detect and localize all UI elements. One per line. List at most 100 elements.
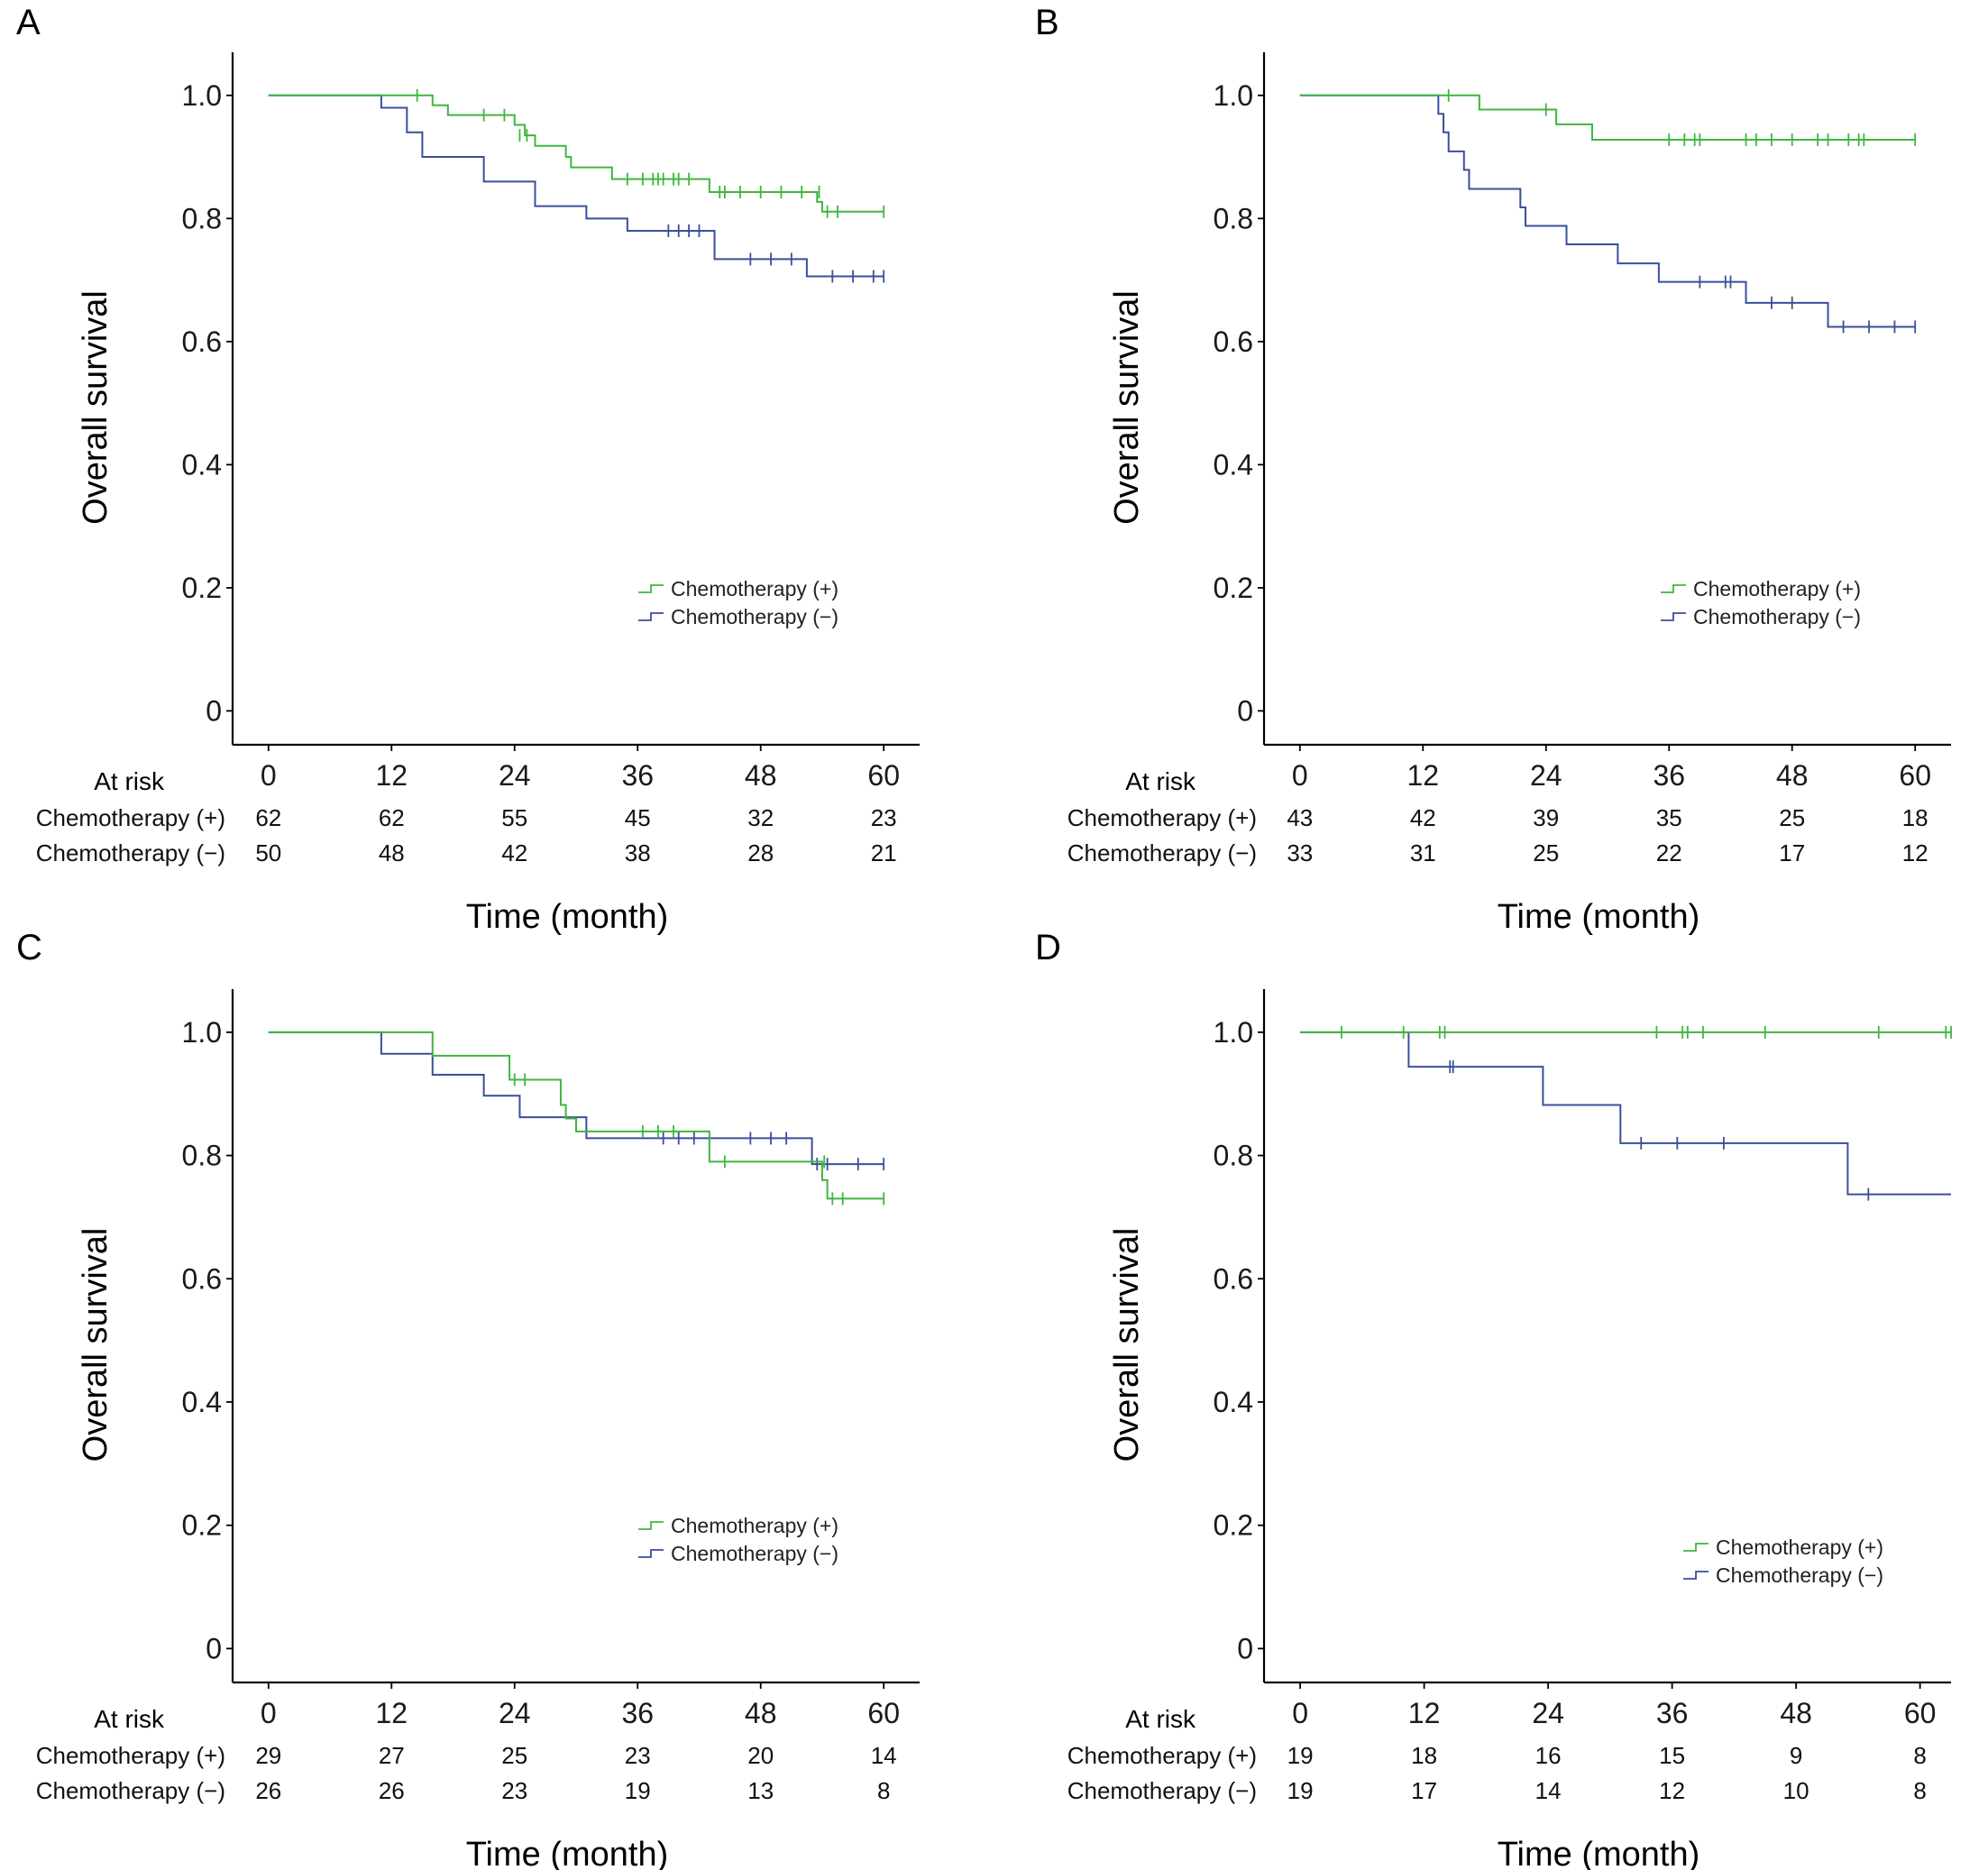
at-risk-count-chemo-plus: 25 [501, 1742, 527, 1769]
x-tick-label: 0 [1292, 1697, 1308, 1729]
x-tick-label: 12 [1406, 759, 1439, 792]
at-risk-title: At risk [94, 1705, 165, 1733]
legend-label-chemo-minus: Chemotherapy (−) [1716, 1563, 1883, 1587]
x-tick-label: 12 [375, 759, 408, 792]
at-risk-count-chemo-plus: 8 [1913, 1742, 1926, 1769]
y-axis-title: Overall survival [77, 1228, 115, 1462]
at-risk-row-label-chemo-plus: Chemotherapy (+) [1067, 804, 1257, 831]
x-axis-title: Time (month) [1498, 1836, 1700, 1870]
x-tick-label: 24 [1532, 1697, 1564, 1729]
at-risk-count-chemo-plus: 27 [379, 1742, 405, 1769]
at-risk-count-chemo-minus: 19 [1287, 1777, 1314, 1804]
legend-label-chemo-minus: Chemotherapy (−) [671, 605, 838, 628]
at-risk-count-chemo-plus: 55 [501, 804, 527, 831]
legend-swatch-chemo-minus [1661, 612, 1686, 621]
at-risk-count-chemo-plus: 62 [255, 804, 281, 831]
y-tick-label: 0.4 [1214, 1386, 1253, 1418]
legend: Chemotherapy (+) Chemotherapy (−) [638, 1514, 838, 1565]
x-tick-label: 12 [375, 1697, 408, 1729]
legend-label-chemo-plus: Chemotherapy (+) [671, 577, 838, 600]
survival-curve-chemo-plus [268, 1031, 884, 1200]
panel-c: C 0 0.2 0.4 0.6 0.8 1.0 Overall survival 0 12 24 36… [16, 928, 920, 1870]
y-tick-label: 0.8 [182, 1140, 222, 1172]
survival-curve-chemo-minus [268, 1031, 884, 1166]
at-risk-count-chemo-plus: 18 [1902, 804, 1928, 831]
at-risk-count-chemo-plus: 20 [747, 1742, 774, 1769]
legend-label-chemo-plus: Chemotherapy (+) [1693, 577, 1861, 600]
at-risk-count-chemo-plus: 19 [1287, 1742, 1314, 1769]
legend-label-chemo-minus: Chemotherapy (−) [671, 1542, 838, 1565]
at-risk-count-chemo-minus: 50 [255, 839, 281, 866]
legend-swatch-chemo-plus [1683, 1543, 1709, 1552]
x-tick-label: 48 [1776, 759, 1809, 792]
at-risk-count-chemo-plus: 23 [871, 804, 897, 831]
x-axis-title: Time (month) [466, 898, 669, 936]
at-risk-count-chemo-plus: 39 [1533, 804, 1559, 831]
legend-swatch-chemo-plus [1661, 584, 1686, 593]
at-risk-count-chemo-minus: 28 [747, 839, 774, 866]
y-tick-label: 1.0 [182, 1016, 222, 1049]
at-risk-count-chemo-minus: 8 [1913, 1777, 1926, 1804]
at-risk-count-chemo-minus: 23 [501, 1777, 527, 1804]
x-tick-label: 36 [621, 1697, 654, 1729]
at-risk-count-chemo-minus: 42 [501, 839, 527, 866]
at-risk-count-chemo-plus: 16 [1535, 1742, 1562, 1769]
survival-curve-chemo-minus [1300, 1031, 1951, 1196]
at-risk-count-chemo-plus: 29 [255, 1742, 281, 1769]
at-risk-count-chemo-minus: 12 [1659, 1777, 1685, 1804]
at-risk-title: At risk [1125, 767, 1196, 795]
at-risk-row-label-chemo-minus: Chemotherapy (−) [36, 1777, 225, 1804]
at-risk-count-chemo-plus: 9 [1790, 1742, 1802, 1769]
x-tick-label: 60 [867, 1697, 900, 1729]
x-tick-label: 24 [1530, 759, 1562, 792]
panel-letter: C [16, 928, 42, 967]
x-axis-title: Time (month) [1498, 898, 1700, 936]
y-axis-title: Overall survival [77, 290, 115, 525]
y-tick-label: 0.2 [182, 572, 222, 604]
at-risk-count-chemo-minus: 19 [625, 1777, 651, 1804]
legend-label-chemo-plus: Chemotherapy (+) [1716, 1535, 1883, 1559]
at-risk-count-chemo-minus: 33 [1287, 839, 1313, 866]
y-axis-title: Overall survival [1108, 290, 1146, 525]
at-risk-title: At risk [94, 767, 165, 795]
panel-a: A 0 0.2 0.4 0.6 0.8 1.0 Overall survival 0 12 24 36… [16, 3, 920, 936]
legend-label-chemo-plus: Chemotherapy (+) [671, 1514, 838, 1537]
x-tick-label: 36 [1656, 1697, 1689, 1729]
y-tick-label: 1.0 [1214, 1016, 1253, 1049]
at-risk-count-chemo-minus: 13 [747, 1777, 774, 1804]
y-tick-label: 0.6 [1214, 325, 1253, 358]
at-risk-count-chemo-minus: 14 [1535, 1777, 1562, 1804]
at-risk-row-label-chemo-minus: Chemotherapy (−) [1067, 1777, 1257, 1804]
at-risk-count-chemo-plus: 43 [1287, 804, 1313, 831]
x-tick-label: 36 [621, 759, 654, 792]
at-risk-count-chemo-plus: 15 [1659, 1742, 1685, 1769]
at-risk-row-label-chemo-plus: Chemotherapy (+) [36, 1742, 225, 1769]
y-tick-label: 0 [1237, 694, 1253, 727]
legend-swatch-chemo-plus [638, 1521, 664, 1530]
survival-curve-chemo-plus [268, 94, 884, 213]
at-risk-count-chemo-minus: 25 [1533, 839, 1559, 866]
y-tick-label: 0 [1237, 1632, 1253, 1664]
at-risk-count-chemo-plus: 32 [747, 804, 774, 831]
at-risk-count-chemo-minus: 21 [871, 839, 897, 866]
y-tick-label: 0.8 [182, 202, 222, 234]
y-tick-label: 0.8 [1214, 202, 1253, 234]
legend-swatch-chemo-plus [638, 584, 664, 593]
legend: Chemotherapy (+) Chemotherapy (−) [1683, 1535, 1883, 1587]
at-risk-count-chemo-plus: 14 [871, 1742, 897, 1769]
y-tick-label: 0.2 [1214, 1509, 1253, 1542]
survival-curve-chemo-minus [268, 94, 884, 278]
x-tick-label: 60 [867, 759, 900, 792]
x-tick-label: 36 [1653, 759, 1685, 792]
y-tick-label: 0.4 [182, 1386, 222, 1418]
at-risk-count-chemo-minus: 22 [1656, 839, 1682, 866]
at-risk-row-label-chemo-minus: Chemotherapy (−) [1067, 839, 1257, 866]
y-tick-label: 0.4 [182, 448, 222, 481]
x-tick-label: 60 [1904, 1697, 1937, 1729]
y-tick-label: 0.4 [1214, 448, 1253, 481]
y-tick-label: 1.0 [1214, 79, 1253, 112]
panel-d: D 0 0.2 0.4 0.6 0.8 1.0 Overall survival 0 12 24 36… [1035, 928, 1952, 1870]
panel-b: B 0 0.2 0.4 0.6 0.8 1.0 Overall survival 0 12 24 36… [1035, 3, 1951, 936]
y-tick-label: 0 [206, 1632, 222, 1664]
